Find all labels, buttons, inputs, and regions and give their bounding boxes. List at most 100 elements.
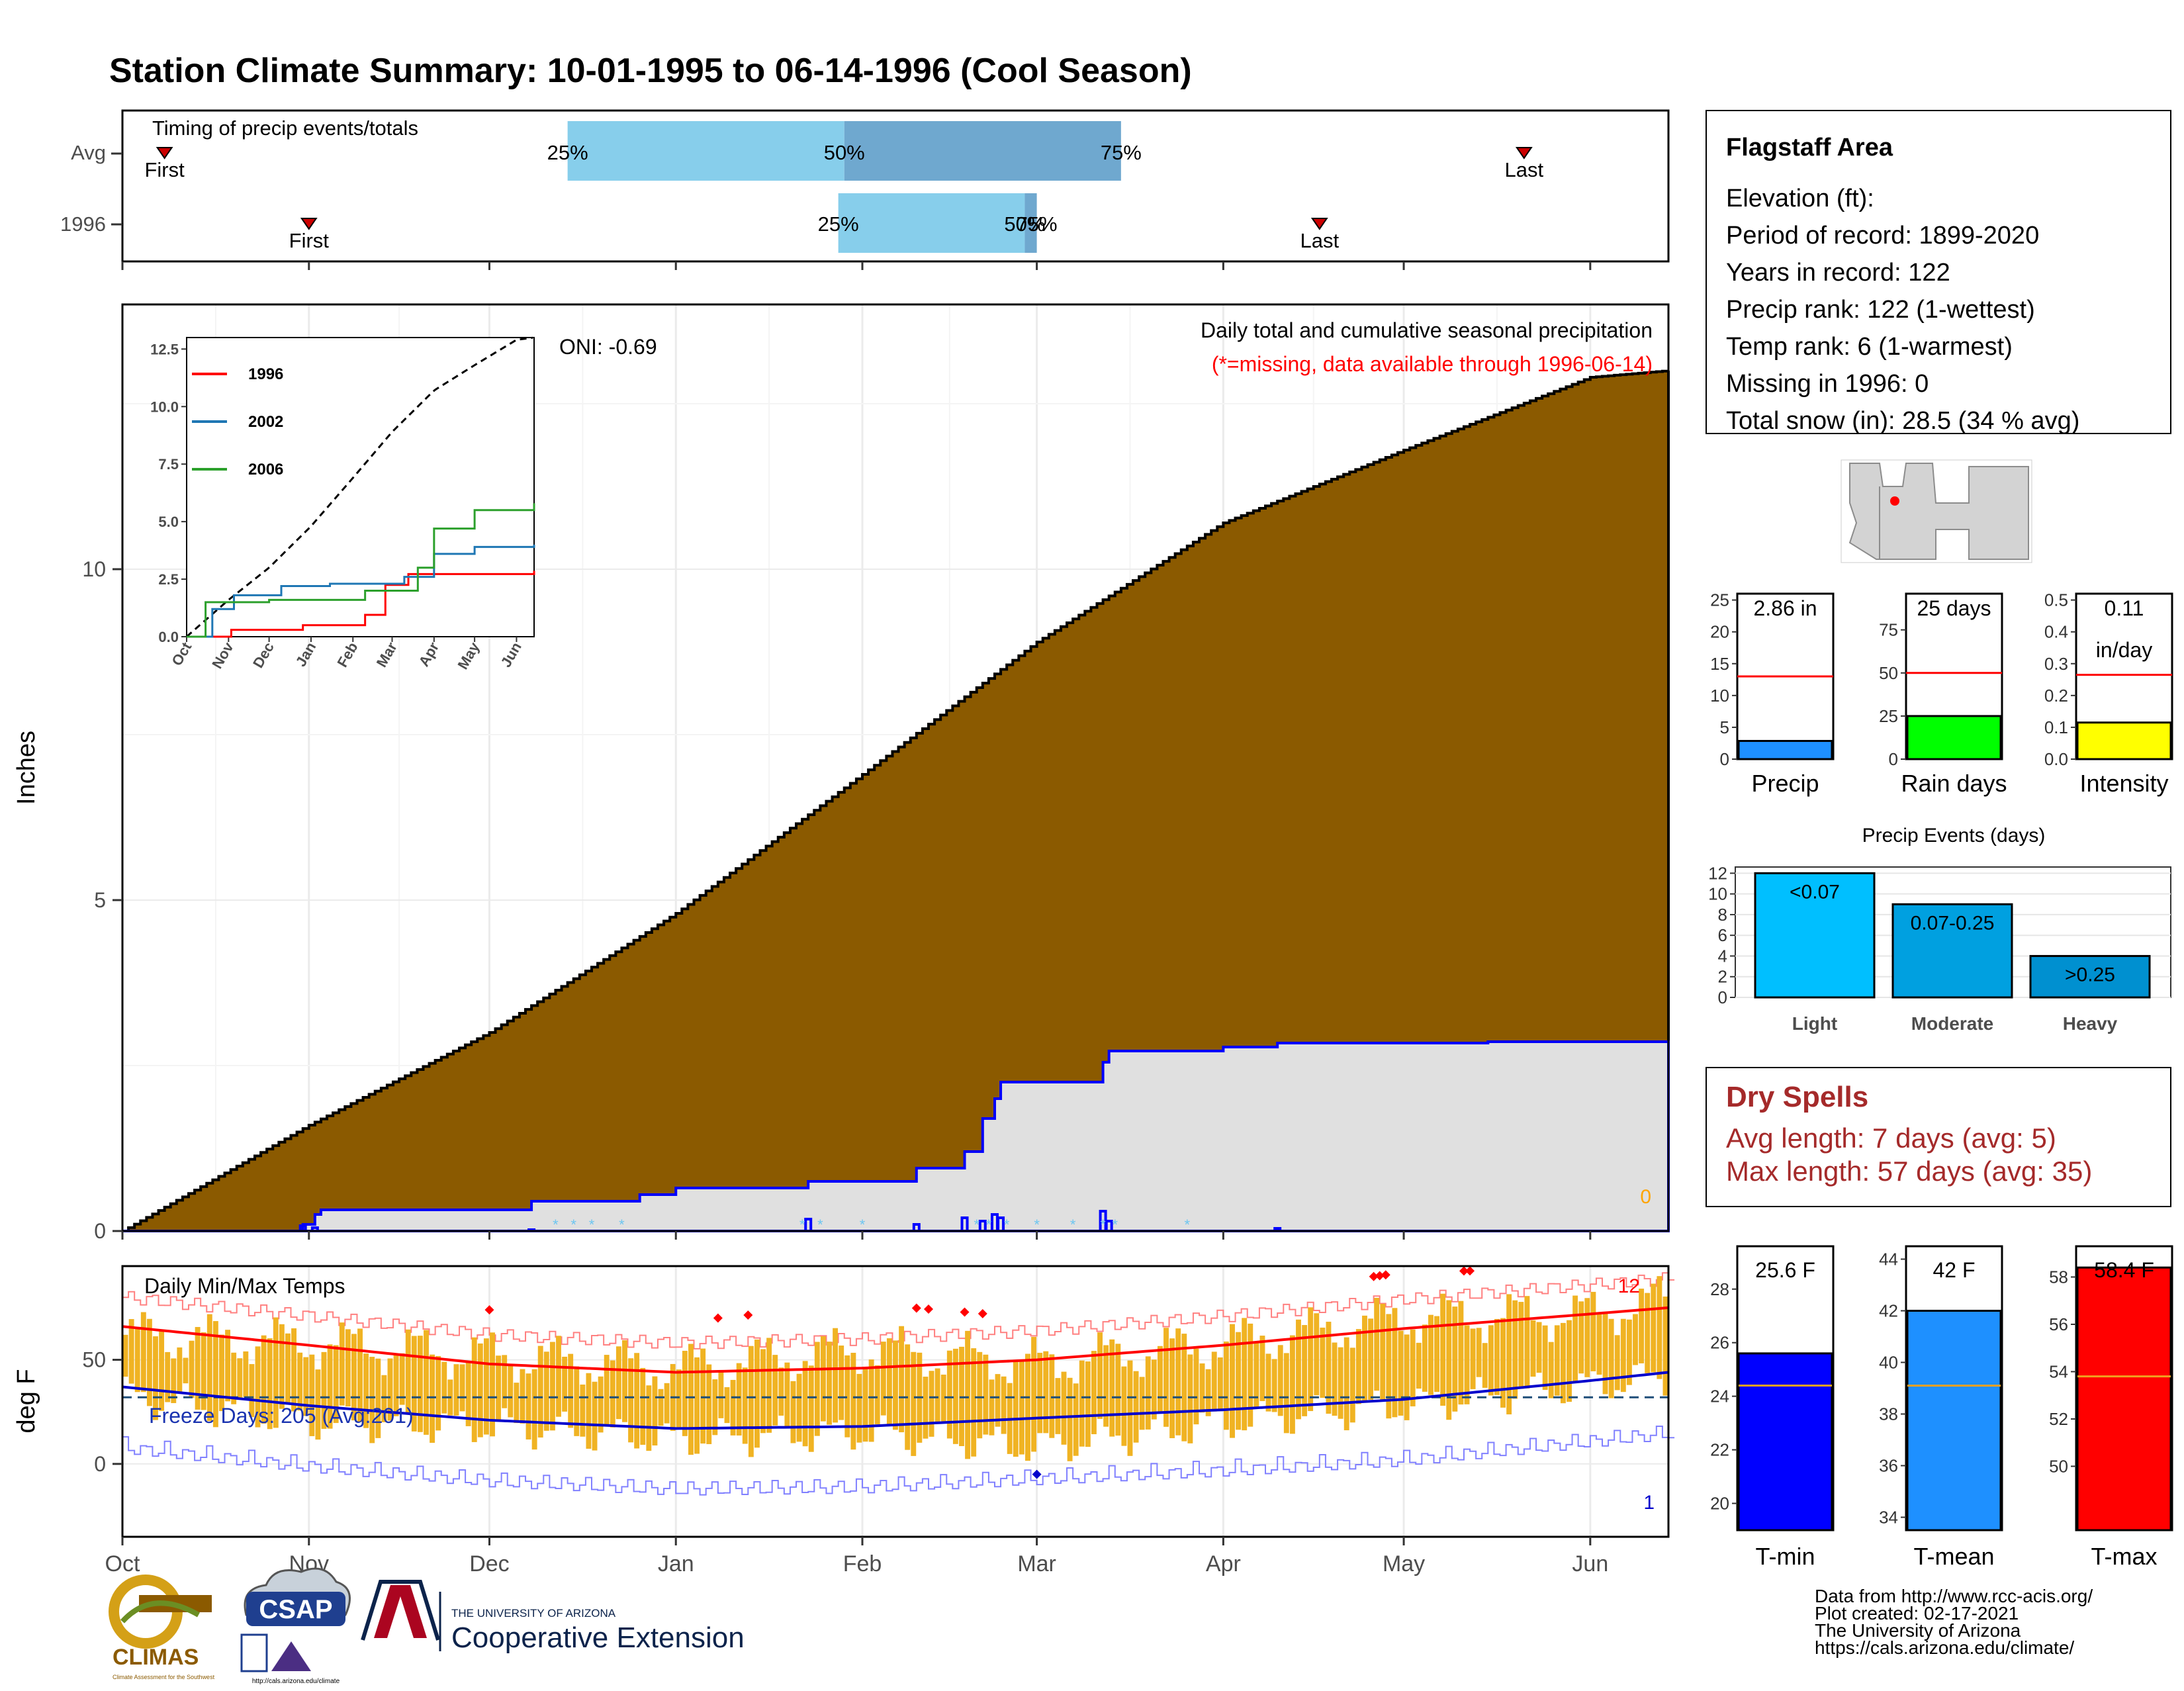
daily-temp-bar xyxy=(549,1342,555,1431)
daily-temp-bar xyxy=(1115,1344,1121,1436)
daily-temp-bar xyxy=(688,1344,694,1455)
daily-temp-bar xyxy=(453,1364,459,1416)
daily-temp-bar xyxy=(1374,1297,1380,1391)
daily-temp-bar xyxy=(363,1353,369,1428)
inset-legend-label: 2006 xyxy=(248,461,283,479)
daily-temp-bar xyxy=(1314,1313,1320,1396)
summary-label: Intensity xyxy=(2079,770,2168,797)
daily-temp-bar xyxy=(201,1332,206,1410)
timing-avg-q25-label: 25% xyxy=(547,141,588,164)
daily-temp-bar xyxy=(1470,1328,1476,1389)
daily-temp-bar xyxy=(615,1346,621,1420)
timing-1996-q50-label: 50% xyxy=(1004,212,1045,236)
daily-temp-bar xyxy=(441,1361,447,1414)
daily-temp-bar xyxy=(255,1346,261,1428)
events-ytick-label: 2 xyxy=(1718,967,1727,987)
daily-temp-bar xyxy=(273,1317,279,1428)
temp-summary-label: T-min xyxy=(1756,1543,1815,1570)
daily-temp-bar xyxy=(1265,1353,1271,1412)
daily-temp-bar xyxy=(1518,1302,1524,1389)
summary-bar-rain-days xyxy=(1906,715,2002,760)
record-high-marker xyxy=(713,1313,723,1323)
daily-temp-bar xyxy=(1175,1328,1181,1436)
record-low-marker xyxy=(1032,1469,1042,1479)
inset-avg-line xyxy=(186,336,533,638)
events-ytick-label: 6 xyxy=(1718,925,1727,945)
snow-marker: * xyxy=(817,1216,823,1233)
daily-temp-bar xyxy=(1349,1348,1355,1423)
daily-temp-bar xyxy=(724,1387,730,1424)
temp-summary-ytick-label: 24 xyxy=(1710,1387,1729,1406)
summary-ytick-label: 15 xyxy=(1710,654,1729,674)
precip-ytick-label: 5 xyxy=(94,888,106,912)
timing-avg-last-label: Last xyxy=(1505,158,1544,181)
record-low-count: 1 xyxy=(1643,1492,1655,1514)
daily-temp-bar xyxy=(177,1347,183,1392)
ua-logo: THE UNIVERSITY OF ARIZONA Cooperative Ex… xyxy=(361,1580,745,1654)
temp-summary-ytick-label: 28 xyxy=(1710,1279,1729,1299)
precip-ytick-label: 10 xyxy=(82,557,106,581)
daily-temp-bar xyxy=(862,1367,868,1442)
daily-temp-bar xyxy=(212,1321,218,1428)
record-high-count: 12 xyxy=(1618,1275,1640,1297)
daily-temp-bar xyxy=(153,1336,158,1420)
daily-temp-bar xyxy=(424,1330,429,1435)
daily-temp-bar xyxy=(923,1377,929,1439)
daily-temp-bar xyxy=(351,1334,357,1421)
daily-temp-bar xyxy=(946,1350,952,1439)
daily-temp-bar xyxy=(1567,1320,1572,1402)
daily-temp-bar xyxy=(1320,1327,1326,1398)
daily-temp-bar xyxy=(1639,1289,1645,1363)
daily-temp-bar xyxy=(802,1361,808,1447)
daily-temp-bar xyxy=(1458,1301,1464,1405)
daily-temp-bar xyxy=(309,1354,315,1436)
dry-spells-title: Dry Spells xyxy=(1726,1081,1868,1113)
temp-summary-bar-t-max xyxy=(2076,1266,2172,1531)
daily-temp-bar xyxy=(1302,1325,1308,1416)
footer-line-2: Plot created: 02-17-2021 xyxy=(1815,1603,2019,1623)
daily-temp-bar xyxy=(1572,1295,1578,1382)
daily-temp-bar xyxy=(971,1348,977,1457)
month-label-feb: Feb xyxy=(843,1551,882,1577)
summary-ytick-label: 0.3 xyxy=(2044,654,2068,674)
daily-temp-bar xyxy=(1362,1315,1367,1402)
daily-temp-bar xyxy=(183,1357,189,1384)
daily-temp-bar xyxy=(1211,1351,1217,1412)
daily-temp-bar xyxy=(694,1357,700,1454)
inset-legend-label: 2002 xyxy=(248,413,283,431)
inset-ytick-label: 5.0 xyxy=(158,514,179,530)
csap-logo-subtext: http://cals.arizona.edu/climate xyxy=(252,1678,340,1685)
daily-temp-bar xyxy=(1013,1359,1019,1457)
daily-temp-bar xyxy=(1578,1301,1584,1374)
daily-temp-bar xyxy=(1584,1298,1590,1377)
record-high-marker xyxy=(743,1310,753,1320)
daily-temp-bar xyxy=(772,1355,778,1426)
temp-summary-ytick-label: 34 xyxy=(1879,1508,1898,1528)
daily-temp-bar xyxy=(1482,1343,1488,1388)
daily-temp-bar xyxy=(820,1336,826,1422)
daily-temp-bar xyxy=(225,1330,231,1402)
snow-marker: * xyxy=(860,1216,866,1233)
snow-marker: * xyxy=(1185,1216,1191,1233)
daily-temp-bar xyxy=(796,1373,802,1442)
precip-ytick-label: 0 xyxy=(94,1219,106,1243)
daily-temp-bar xyxy=(140,1312,146,1393)
events-ytick-label: 10 xyxy=(1708,884,1727,904)
daily-temp-bar xyxy=(261,1335,267,1424)
locator-map xyxy=(1841,459,2032,563)
daily-temp-bar xyxy=(297,1352,303,1411)
temp-summary-ytick-label: 44 xyxy=(1879,1250,1898,1269)
daily-temp-bar xyxy=(766,1338,772,1433)
timing-avg-q50-label: 50% xyxy=(824,141,865,164)
daily-temp-bar xyxy=(856,1373,862,1443)
timing-1996-q25-label: 25% xyxy=(818,212,859,236)
events-ytick-label: 8 xyxy=(1718,905,1727,925)
summary-value: 0.11 xyxy=(2105,596,2144,620)
daily-temp-bar xyxy=(1061,1371,1067,1445)
daily-temp-bar xyxy=(1392,1308,1398,1418)
summary-ytick-label: 0 xyxy=(1720,749,1729,769)
daily-temp-bar xyxy=(706,1364,712,1444)
daily-temp-bar xyxy=(1614,1335,1620,1391)
snow-marker: * xyxy=(553,1216,559,1233)
